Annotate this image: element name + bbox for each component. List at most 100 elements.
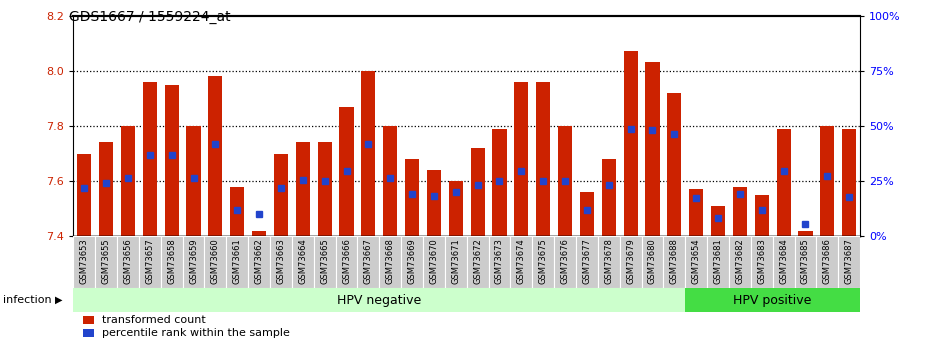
Bar — [384, 126, 398, 236]
Bar — [554, 236, 576, 288]
Bar — [95, 236, 117, 288]
Bar — [798, 231, 812, 236]
Bar — [379, 236, 401, 288]
Bar — [274, 154, 288, 236]
Text: GSM73680: GSM73680 — [648, 238, 657, 284]
Bar — [821, 126, 835, 236]
Text: GSM73669: GSM73669 — [408, 238, 416, 284]
Bar — [405, 159, 419, 236]
Bar — [314, 236, 336, 288]
Text: GSM73677: GSM73677 — [583, 238, 591, 284]
Text: GSM73685: GSM73685 — [801, 238, 810, 284]
Bar — [623, 51, 637, 236]
Bar — [205, 236, 227, 288]
Bar — [336, 236, 357, 288]
Text: GSM73663: GSM73663 — [276, 238, 286, 284]
Bar — [471, 148, 485, 236]
Text: GSM73661: GSM73661 — [233, 238, 242, 284]
Text: GSM73684: GSM73684 — [779, 238, 788, 284]
Bar — [728, 236, 751, 288]
Text: GSM73688: GSM73688 — [670, 238, 679, 284]
Bar — [536, 82, 550, 236]
Bar — [448, 181, 462, 236]
Bar — [751, 236, 773, 288]
Bar — [664, 236, 685, 288]
Text: GSM73682: GSM73682 — [735, 238, 744, 284]
Text: GSM73656: GSM73656 — [123, 238, 133, 284]
Bar — [401, 236, 423, 288]
Bar — [209, 76, 223, 236]
Bar — [493, 129, 507, 236]
Text: GSM73664: GSM73664 — [298, 238, 307, 284]
Text: GSM73674: GSM73674 — [517, 238, 525, 284]
Text: GSM73654: GSM73654 — [692, 238, 700, 284]
Bar — [361, 71, 375, 236]
Bar — [99, 142, 113, 236]
Bar — [510, 236, 532, 288]
Bar — [580, 192, 594, 236]
Bar — [532, 236, 554, 288]
Bar — [423, 236, 445, 288]
Bar — [357, 236, 379, 288]
Text: GSM73686: GSM73686 — [822, 238, 832, 284]
Bar — [755, 195, 769, 236]
Bar — [685, 288, 860, 312]
Bar — [773, 236, 794, 288]
Bar — [270, 236, 291, 288]
Text: GSM73675: GSM73675 — [539, 238, 548, 284]
Text: GSM73666: GSM73666 — [342, 238, 351, 284]
Bar — [641, 236, 664, 288]
Text: infection: infection — [3, 295, 52, 305]
Bar — [427, 170, 441, 236]
Text: GSM73676: GSM73676 — [560, 238, 570, 284]
Bar — [339, 107, 353, 236]
Bar — [230, 187, 244, 236]
Text: GDS1667 / 1559224_at: GDS1667 / 1559224_at — [69, 10, 230, 24]
Text: GSM73653: GSM73653 — [80, 238, 88, 284]
Bar — [707, 236, 729, 288]
Text: transformed count: transformed count — [102, 315, 205, 325]
Bar — [689, 189, 703, 236]
Bar — [182, 236, 204, 288]
Text: GSM73659: GSM73659 — [189, 238, 198, 284]
Text: GSM73662: GSM73662 — [255, 238, 263, 284]
Text: GSM73678: GSM73678 — [604, 238, 613, 284]
Bar — [139, 236, 161, 288]
Bar — [186, 126, 200, 236]
Text: GSM73679: GSM73679 — [626, 238, 635, 284]
Text: GSM73673: GSM73673 — [495, 238, 504, 284]
Bar — [711, 206, 725, 236]
Text: percentile rank within the sample: percentile rank within the sample — [102, 328, 290, 338]
Bar — [576, 236, 598, 288]
Text: GSM73671: GSM73671 — [451, 238, 461, 284]
Text: GSM73655: GSM73655 — [102, 238, 111, 284]
Bar — [466, 236, 489, 288]
Bar — [291, 236, 314, 288]
Bar — [143, 82, 157, 236]
Bar — [248, 236, 270, 288]
Bar — [514, 82, 528, 236]
Bar — [227, 236, 248, 288]
Text: GSM73658: GSM73658 — [167, 238, 176, 284]
Text: HPV positive: HPV positive — [733, 294, 812, 307]
Bar — [685, 236, 707, 288]
Text: GSM73667: GSM73667 — [364, 238, 373, 284]
Bar — [667, 93, 682, 236]
Bar — [598, 236, 619, 288]
Text: GSM73670: GSM73670 — [430, 238, 438, 284]
Bar — [558, 126, 572, 236]
Bar — [445, 236, 466, 288]
Text: GSM73665: GSM73665 — [321, 238, 329, 284]
Text: GSM73668: GSM73668 — [385, 238, 395, 284]
Bar — [794, 236, 816, 288]
Bar — [318, 142, 332, 236]
Bar — [619, 236, 641, 288]
Bar — [121, 126, 135, 236]
Bar — [73, 236, 95, 288]
Text: GSM73672: GSM73672 — [473, 238, 482, 284]
Bar — [838, 236, 860, 288]
Bar — [842, 129, 856, 236]
Bar — [164, 85, 179, 236]
Text: HPV negative: HPV negative — [337, 294, 421, 307]
Bar — [816, 236, 838, 288]
